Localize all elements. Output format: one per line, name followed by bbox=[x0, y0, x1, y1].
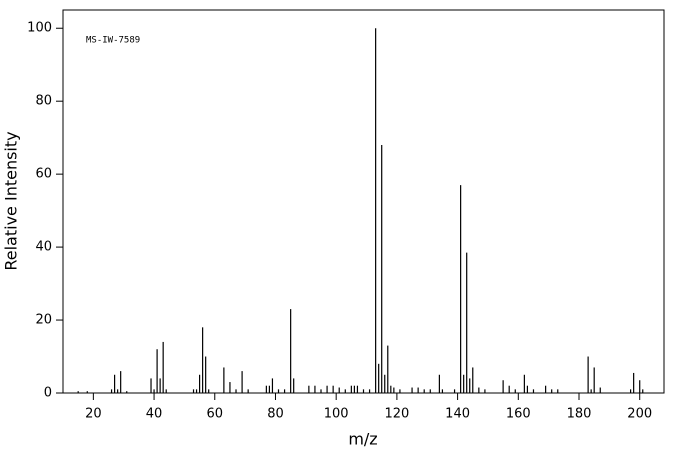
y-tick-label: 80 bbox=[35, 94, 52, 109]
x-tick-label: 160 bbox=[506, 407, 531, 422]
x-tick-label: 100 bbox=[324, 407, 349, 422]
y-tick-label: 40 bbox=[35, 240, 52, 255]
y-tick-label: 0 bbox=[44, 386, 52, 401]
x-tick-label: 40 bbox=[146, 407, 163, 422]
y-tick-label: 100 bbox=[27, 21, 52, 36]
x-tick-label: 180 bbox=[567, 407, 592, 422]
annotation: MS-IW-7589 bbox=[86, 36, 140, 46]
x-tick-label: 60 bbox=[206, 407, 223, 422]
plot-frame bbox=[62, 9, 665, 394]
y-tick-label: 20 bbox=[35, 313, 52, 328]
x-tick-label: 20 bbox=[85, 407, 102, 422]
x-axis-label: m/z bbox=[348, 430, 377, 449]
x-tick-label: 200 bbox=[627, 407, 652, 422]
x-tick-label: 80 bbox=[267, 407, 284, 422]
y-tick-label: 60 bbox=[35, 167, 52, 182]
x-tick-label: 120 bbox=[384, 407, 409, 422]
y-axis-label: Relative Intensity bbox=[2, 131, 21, 270]
x-tick-label: 140 bbox=[445, 407, 470, 422]
